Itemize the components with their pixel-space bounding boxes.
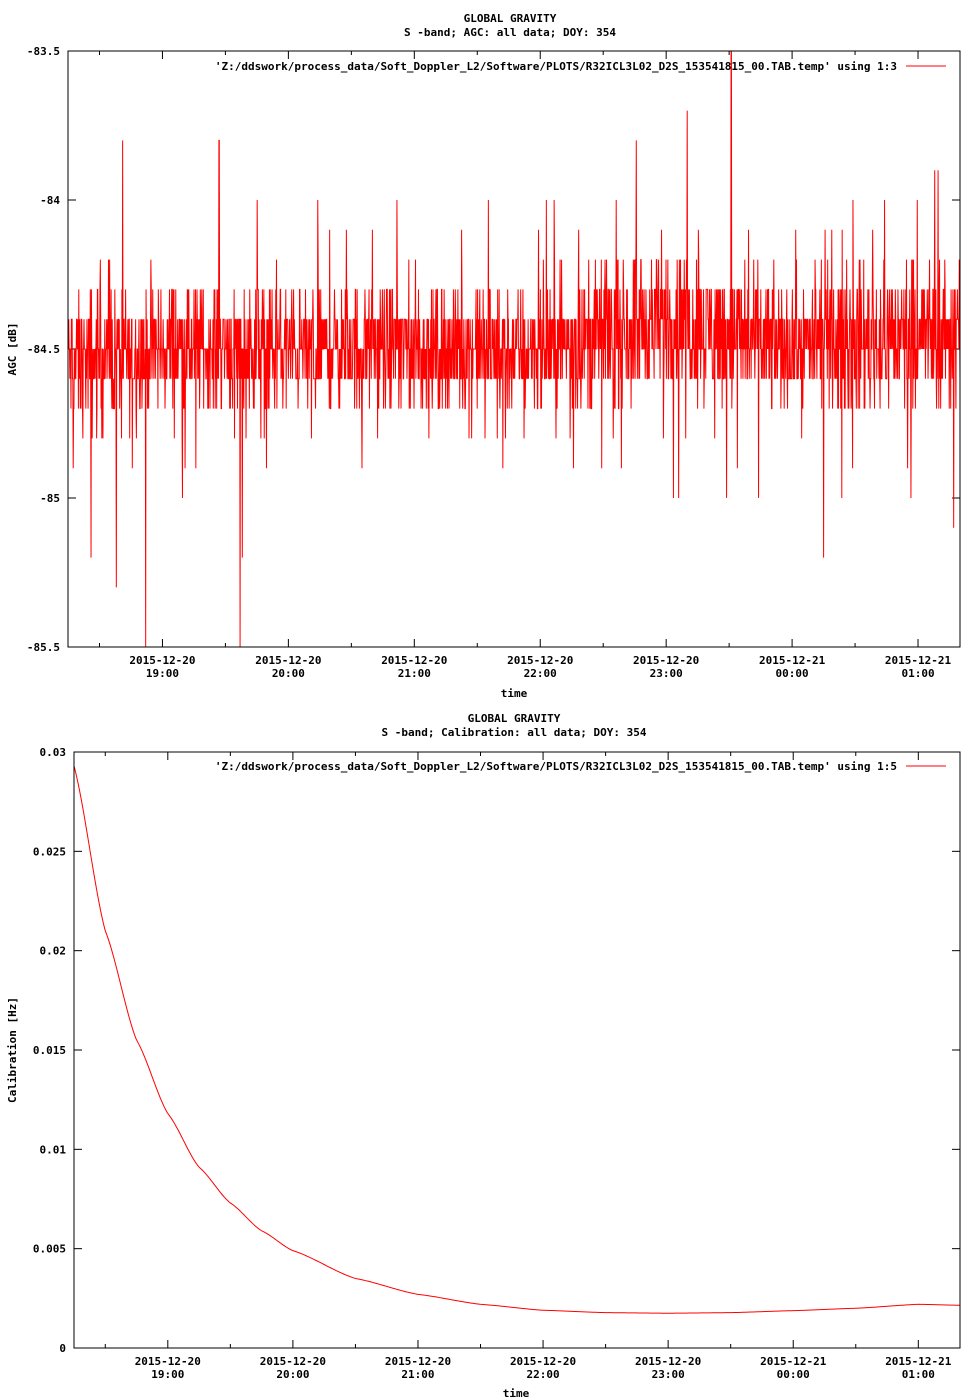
- y-tick-label: 0.025: [33, 845, 66, 858]
- x-tick-label-date: 2015-12-20: [635, 1355, 701, 1368]
- y-tick-label: 0: [59, 1342, 66, 1355]
- x-tick-label-time: 19:00: [146, 667, 179, 680]
- x-tick-label-date: 2015-12-20: [129, 654, 195, 667]
- y-tick-label: 0.015: [33, 1044, 66, 1057]
- y-tick-label: 0.03: [40, 746, 67, 759]
- x-tick-label-date: 2015-12-20: [633, 654, 699, 667]
- x-tick-label-date: 2015-12-21: [759, 654, 826, 667]
- y-tick-label: 0.005: [33, 1243, 66, 1256]
- x-tick-label-date: 2015-12-20: [381, 654, 447, 667]
- chart-subtitle: S -band; AGC: all data; DOY: 354: [404, 26, 616, 39]
- series-line: [68, 51, 960, 647]
- x-tick-label-date: 2015-12-20: [385, 1355, 451, 1368]
- data-series: [74, 765, 960, 1314]
- x-tick-label-time: 00:00: [777, 1368, 810, 1381]
- x-tick-label-time: 20:00: [276, 1368, 309, 1381]
- x-tick-label-date: 2015-12-20: [255, 654, 321, 667]
- x-axis-label: time: [503, 1387, 530, 1400]
- x-tick-label-time: 23:00: [650, 667, 683, 680]
- x-tick-label-date: 2015-12-20: [135, 1355, 201, 1368]
- y-tick-label: -84.5: [27, 343, 60, 356]
- y-axis-label: AGC [dB]: [6, 323, 19, 376]
- y-tick-label: -83.5: [27, 45, 60, 58]
- series-line: [74, 765, 960, 1314]
- legend-label: 'Z:/ddswork/process_data/Soft_Doppler_L2…: [215, 60, 897, 73]
- x-tick-label-time: 19:00: [151, 1368, 184, 1381]
- x-tick-label-date: 2015-12-21: [885, 1355, 952, 1368]
- x-axis-label: time: [501, 687, 528, 700]
- x-tick-label-date: 2015-12-20: [510, 1355, 576, 1368]
- x-tick-label-time: 22:00: [526, 1368, 559, 1381]
- x-tick-label-time: 21:00: [398, 667, 431, 680]
- plot-frame: [73, 751, 961, 1349]
- y-tick-label: 0.02: [40, 945, 67, 958]
- data-series: [68, 51, 960, 647]
- y-tick-label: 0.01: [40, 1143, 67, 1156]
- y-tick-label: -85: [40, 492, 60, 505]
- y-tick-labels: -83.5 -84 -84.5 -85 -85.5: [27, 45, 60, 654]
- x-tick-label-time: 22:00: [524, 667, 557, 680]
- chart-calibration: GLOBAL GRAVITY S -band; Calibration: all…: [6, 712, 961, 1400]
- x-tick-label-time: 20:00: [272, 667, 305, 680]
- x-tick-label-time: 00:00: [776, 667, 809, 680]
- x-tick-label-date: 2015-12-21: [885, 654, 952, 667]
- chart-agc: GLOBAL GRAVITY S -band; AGC: all data; D…: [6, 12, 961, 700]
- x-tick-labels: 2015-12-2019:002015-12-2020:002015-12-20…: [135, 1355, 952, 1381]
- x-tick-label-time: 01:00: [901, 667, 934, 680]
- y-tick-labels: 0.03 0.025 0.02 0.015 0.01 0.005 0: [33, 746, 66, 1355]
- y-axis-label: Calibration [Hz]: [6, 997, 19, 1103]
- chart-subtitle: S -band; Calibration: all data; DOY: 354: [382, 726, 647, 739]
- axis-ticks: [74, 751, 960, 1349]
- x-tick-labels: 2015-12-2019:002015-12-2020:002015-12-20…: [129, 654, 951, 680]
- legend-label: 'Z:/ddswork/process_data/Soft_Doppler_L2…: [215, 760, 897, 773]
- y-tick-label: -84: [40, 194, 60, 207]
- x-tick-label-date: 2015-12-20: [260, 1355, 326, 1368]
- x-tick-label-time: 01:00: [902, 1368, 935, 1381]
- chart-title: GLOBAL GRAVITY: [468, 712, 561, 725]
- y-tick-label: -85.5: [27, 641, 60, 654]
- x-tick-label-date: 2015-12-21: [760, 1355, 827, 1368]
- x-tick-label-date: 2015-12-20: [507, 654, 573, 667]
- x-tick-label-time: 23:00: [652, 1368, 685, 1381]
- chart-title: GLOBAL GRAVITY: [464, 12, 557, 25]
- plot-frame: [67, 50, 961, 648]
- x-tick-label-time: 21:00: [401, 1368, 434, 1381]
